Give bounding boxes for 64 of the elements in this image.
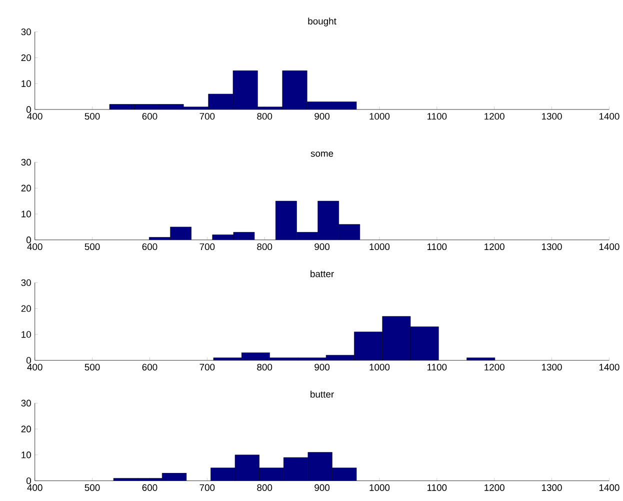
y-tick-label: 0 — [26, 106, 31, 113]
x-tick-label: 1000 — [370, 113, 390, 120]
y-tick-label: 10 — [22, 331, 31, 338]
y-tick-label: 30 — [21, 159, 31, 166]
x-tick-label: 400 — [27, 113, 42, 120]
x-tick-label: 1400 — [599, 244, 620, 250]
y-tick-label: 20 — [21, 184, 31, 192]
x-tick-label: 1100 — [427, 484, 447, 492]
x-tick-label: 800 — [257, 244, 272, 250]
chart-title: butter — [310, 390, 334, 398]
x-tick-label: 400 — [27, 364, 42, 371]
x-tick-label: 600 — [142, 364, 158, 371]
x-tick-label: 500 — [84, 484, 100, 492]
x-tick-label: 800 — [257, 364, 272, 371]
x-tick-label: 500 — [84, 244, 100, 250]
chart-title: batter — [310, 270, 334, 278]
x-tick-label: 1100 — [427, 113, 447, 120]
chart-title: bought — [308, 18, 336, 27]
x-tick-label: 900 — [314, 364, 330, 371]
y-tick-label: 0 — [26, 478, 31, 484]
x-tick-label: 400 — [27, 484, 42, 492]
y-tick-label: 10 — [22, 452, 31, 458]
x-tick-label: 900 — [314, 244, 330, 250]
x-tick-label: 1200 — [484, 484, 504, 492]
y-tick-label: 20 — [21, 54, 31, 62]
x-tick-label: 900 — [314, 113, 330, 120]
x-tick-label: 600 — [142, 244, 158, 250]
y-tick-label: 0 — [26, 236, 31, 244]
x-tick-label: 1400 — [599, 484, 620, 492]
x-tick-label: 800 — [257, 113, 272, 120]
x-tick-label: 1400 — [599, 113, 620, 120]
x-tick-label: 600 — [142, 484, 158, 492]
y-tick-label: 0 — [26, 357, 31, 364]
y-tick-label: 20 — [21, 426, 31, 433]
x-tick-label: 500 — [84, 364, 100, 371]
y-tick-label: 20 — [21, 305, 31, 312]
x-tick-label: 600 — [142, 113, 158, 120]
x-tick-label: 1000 — [370, 364, 390, 371]
x-tick-label: 1200 — [484, 364, 504, 371]
x-tick-label: 500 — [84, 113, 100, 120]
x-tick-label: 1200 — [484, 113, 504, 120]
x-tick-label: 900 — [314, 484, 330, 492]
x-tick-label: 700 — [200, 244, 215, 250]
x-tick-label: 700 — [200, 484, 215, 492]
x-tick-label: 1100 — [427, 364, 447, 371]
x-tick-label: 1200 — [484, 244, 504, 250]
x-tick-label: 1000 — [370, 484, 390, 492]
x-tick-label: 1400 — [599, 364, 620, 371]
y-tick-label: 10 — [22, 210, 31, 218]
x-tick-label: 700 — [200, 113, 215, 120]
x-tick-label: 1300 — [542, 244, 562, 250]
x-tick-label: 1300 — [542, 484, 562, 492]
x-tick-label: 1100 — [427, 244, 447, 250]
y-tick-label: 10 — [22, 80, 31, 88]
x-tick-label: 1000 — [370, 244, 390, 250]
x-tick-label: 800 — [257, 484, 272, 492]
x-tick-label: 700 — [200, 364, 215, 371]
x-tick-label: 1300 — [542, 113, 562, 120]
y-tick-label: 30 — [21, 280, 31, 286]
x-tick-label: 400 — [27, 244, 42, 250]
chart-title: some — [310, 152, 334, 157]
y-tick-label: 30 — [21, 28, 31, 36]
x-tick-label: 1300 — [542, 364, 562, 371]
y-tick-label: 30 — [21, 400, 31, 407]
